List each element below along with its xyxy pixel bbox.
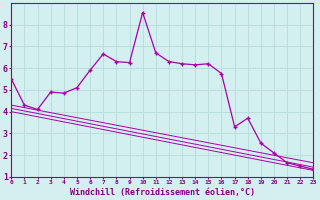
X-axis label: Windchill (Refroidissement éolien,°C): Windchill (Refroidissement éolien,°C) [70,188,255,197]
